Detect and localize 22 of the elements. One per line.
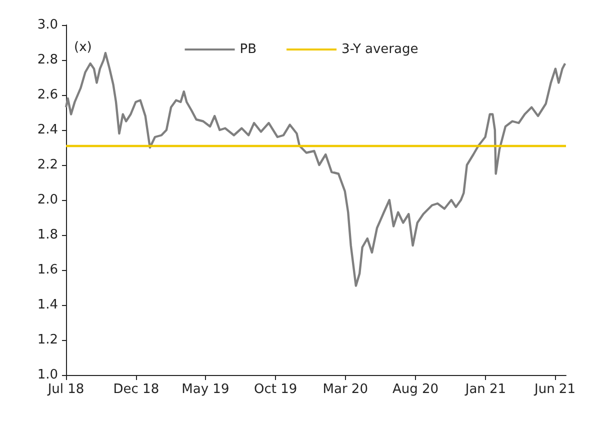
- y-tick-label: 1.0: [37, 368, 58, 382]
- y-tick-label: 1.2: [37, 332, 58, 348]
- x-tick-label: Dec 18: [113, 382, 160, 397]
- y-tick-label: 2.6: [37, 88, 58, 102]
- x-tick-label: Mar 20: [322, 382, 368, 397]
- y-tick-label: 2.8: [37, 52, 58, 68]
- x-tick-label: May 19: [182, 382, 230, 397]
- legend-label: PB: [240, 42, 257, 57]
- legend-label: 3-Y average: [342, 42, 418, 57]
- y-tick-label: 2.2: [37, 158, 58, 172]
- x-tick-label: Jul 18: [46, 382, 84, 397]
- y-tick-label: 2.4: [37, 122, 58, 138]
- x-tick-label: Oct 19: [254, 382, 298, 397]
- x-tick-label: Jun 21: [533, 382, 576, 397]
- y-tick-label: 2.0: [37, 192, 58, 208]
- x-tick-label: Jan 21: [464, 382, 506, 397]
- y-tick-label: 1.4: [37, 298, 58, 312]
- y-tick-label: 1.6: [37, 262, 58, 278]
- x-tick-label: Aug 20: [392, 382, 439, 397]
- y-tick-label: 3.0: [37, 18, 58, 32]
- y-axis-title: (x): [74, 40, 92, 55]
- y-tick-label: 1.8: [37, 228, 58, 242]
